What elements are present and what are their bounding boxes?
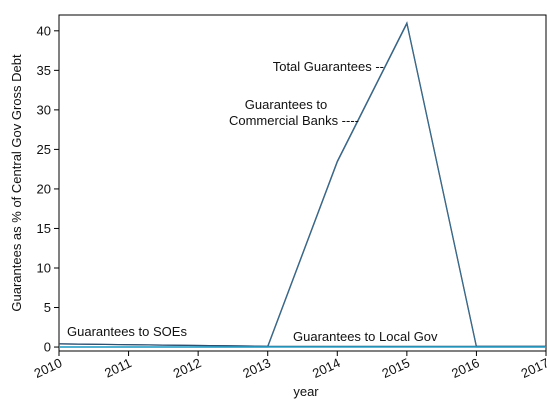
series-layer bbox=[58, 21, 546, 348]
y-tick-label: 0 bbox=[44, 340, 51, 355]
x-tick-label: 2016 bbox=[449, 355, 482, 381]
annotation-commercial-banks-line2: Commercial Banks ---- bbox=[229, 113, 359, 128]
annotation-total-guarantees: Total Guarantees -- bbox=[273, 59, 384, 74]
y-tick-label: 5 bbox=[44, 300, 51, 315]
y-tick-label: 35 bbox=[37, 63, 51, 78]
x-axis: 2010 2011 2012 2013 2014 2015 2016 2017 bbox=[32, 351, 550, 381]
x-tick-label: 2010 bbox=[32, 355, 65, 381]
y-tick-label: 40 bbox=[37, 23, 51, 38]
y-tick-label: 15 bbox=[37, 221, 51, 236]
y-axis: 0 5 10 15 20 25 30 35 40 bbox=[37, 23, 59, 355]
x-tick-label: 2012 bbox=[171, 355, 204, 381]
annotation-commercial-banks-line1: Guarantees to bbox=[245, 97, 327, 112]
annotation-layer: Total Guarantees -- Guarantees to Commer… bbox=[67, 59, 438, 344]
plot-frame bbox=[58, 14, 547, 352]
y-tick-label: 20 bbox=[37, 181, 51, 196]
series-line-guarantees-to-soes bbox=[58, 343, 546, 347]
y-tick-label: 10 bbox=[37, 260, 51, 275]
annotation-local-gov: Guarantees to Local Gov bbox=[293, 329, 438, 344]
annotation-soes: Guarantees to SOEs bbox=[67, 324, 187, 339]
y-tick-label: 25 bbox=[37, 142, 51, 157]
x-tick-label: 2017 bbox=[519, 355, 550, 381]
x-tick-label: 2013 bbox=[240, 355, 273, 381]
y-tick-label: 30 bbox=[37, 102, 51, 117]
x-tick-label: 2011 bbox=[102, 355, 134, 380]
x-tick-label: 2015 bbox=[380, 355, 413, 381]
y-axis-label: Guarantees as % of Central Gov Gross Deb… bbox=[9, 54, 24, 312]
x-tick-label: 2014 bbox=[310, 355, 343, 381]
x-axis-label: year bbox=[293, 384, 319, 399]
